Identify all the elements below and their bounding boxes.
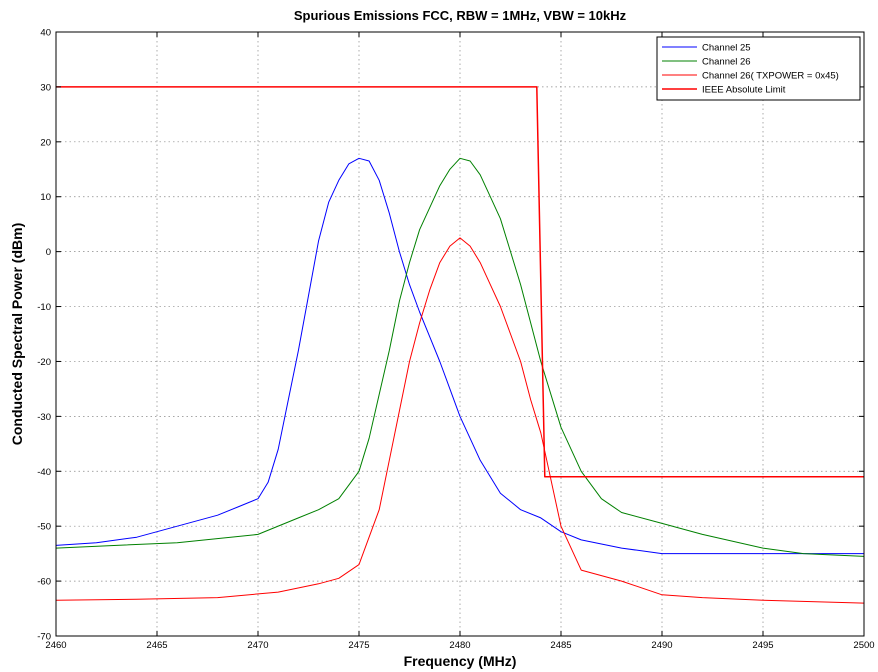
x-tick-label: 2460 [45, 640, 66, 651]
y-tick-label: 0 [46, 247, 51, 258]
y-tick-label: -30 [37, 412, 51, 423]
y-tick-label: -70 [37, 632, 51, 643]
legend: Channel 25 Channel 26 Channel 26( TXPOWER … [656, 36, 861, 101]
x-tick-label: 2475 [348, 640, 369, 651]
y-tick-label: -10 [37, 302, 51, 313]
x-tick-label: 2480 [449, 640, 470, 651]
y-axis-label: Conducted Spectral Power (dBm) [9, 223, 25, 445]
x-tick-label: 2465 [146, 640, 167, 651]
series-line [55, 237, 865, 604]
x-tick-label: 2495 [752, 640, 773, 651]
series-line [55, 157, 865, 557]
legend-label: Channel 25 [702, 43, 751, 54]
legend-label: Channel 26( TXPOWER = 0x45) [702, 71, 839, 82]
x-tick-label: 2485 [550, 640, 571, 651]
legend-label: IEEE Absolute Limit [702, 85, 786, 96]
x-tick-label: 2490 [651, 640, 672, 651]
y-tick-label: 40 [40, 28, 51, 39]
chart-title: Spurious Emissions FCC, RBW = 1MHz, VBW … [294, 8, 627, 23]
axis-ticks: 2460 2465 2470 2475 2480 2485 2490 2495 2500 -70 -… [37, 28, 874, 652]
plot-series [55, 86, 865, 604]
legend-label: Channel 26 [702, 57, 751, 68]
y-tick-label: -60 [37, 577, 51, 588]
series-line [55, 157, 864, 555]
y-tick-label: -20 [37, 357, 51, 368]
x-tick-label: 2500 [853, 640, 874, 651]
y-tick-label: -40 [37, 467, 51, 478]
x-tick-label: 2470 [247, 640, 268, 651]
y-tick-label: 30 [40, 82, 51, 93]
series-line [56, 86, 864, 478]
y-tick-label: 20 [40, 137, 51, 148]
grid [56, 32, 864, 636]
y-tick-label: 10 [40, 192, 51, 203]
x-axis-label: Frequency (MHz) [404, 653, 517, 669]
y-tick-label: -50 [37, 522, 51, 533]
